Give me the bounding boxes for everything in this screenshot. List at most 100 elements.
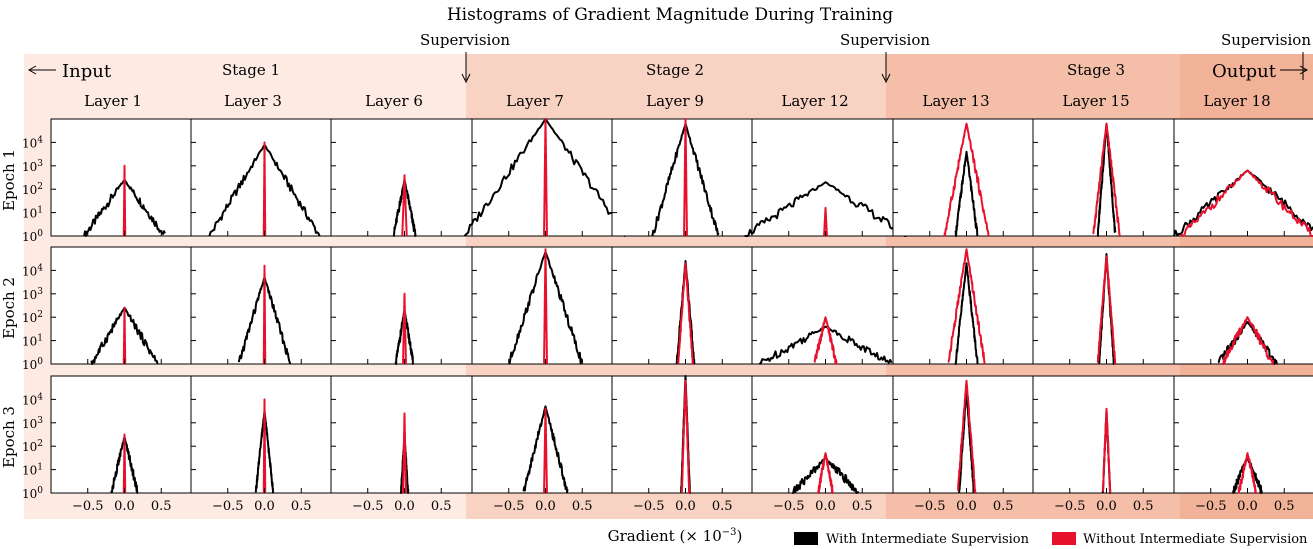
histogram-panel: [744, 118, 907, 237]
histogram-panel: 100 101 102 103 104: [22, 118, 199, 244]
series-line-without: [122, 164, 127, 236]
series-line-without: [1092, 122, 1121, 237]
y-tick-label: 100: [22, 357, 43, 372]
series-line-without: [947, 248, 986, 365]
layer-title: Layer 9: [646, 92, 704, 110]
series-line-without: [683, 118, 688, 237]
epoch-title: Epoch 3: [0, 406, 18, 468]
series-line-without: [1180, 169, 1313, 237]
y-tick-label: 104: [22, 263, 43, 278]
histogram-panel: [1032, 246, 1181, 365]
layer-title: Layer 13: [922, 92, 989, 110]
legend-swatch-with: [794, 532, 818, 545]
y-tick-label: 103: [22, 416, 43, 431]
histogram-panel: −0.5 0.0 0.5: [892, 375, 1041, 514]
series-line-without: [823, 206, 828, 237]
layer-title: Layer 1: [84, 92, 142, 110]
supervision-label-1: Supervision: [420, 31, 510, 49]
histogram-panel: [190, 246, 339, 365]
series-line-without: [1096, 255, 1117, 365]
x-axis-label-close: ): [737, 527, 743, 545]
series-line-without: [677, 262, 694, 365]
series-line-with: [1217, 320, 1278, 365]
y-tick-label: 103: [22, 159, 43, 174]
y-tick-label: 100: [22, 229, 43, 244]
histogram-panel: [892, 118, 1041, 237]
histogram-panel: [1173, 118, 1313, 237]
x-tick-label: 0.5: [151, 499, 172, 514]
series-line-with: [744, 181, 907, 237]
histogram-panel: [1173, 246, 1313, 365]
supervision-label-2: Supervision: [840, 31, 930, 49]
x-axis-label-exponent: −3: [722, 527, 737, 538]
y-tick-label: 104: [22, 135, 43, 150]
layer-title: Layer 12: [781, 92, 848, 110]
x-tick-label: −0.5: [773, 499, 805, 514]
y-tick-label: 104: [22, 392, 43, 407]
supervision-arrow-head-1: [461, 73, 471, 84]
y-tick-label: 100: [22, 486, 43, 501]
x-tick-label: 0.0: [535, 499, 556, 514]
series-line-with: [758, 325, 893, 365]
panel-frame: [1032, 118, 1181, 237]
x-tick-label: 0.0: [815, 499, 836, 514]
histogram-panel: 100 101 102 103 104: [22, 246, 199, 372]
series-line-without: [401, 174, 408, 236]
series-line-with: [522, 405, 569, 494]
x-tick-label: 0.0: [1237, 499, 1258, 514]
histogram-panel: −0.5 0.0 0.5: [611, 375, 760, 514]
histogram-panel: [611, 118, 760, 237]
series-line-without: [262, 398, 267, 493]
y-tick-label: 102: [22, 182, 43, 197]
y-tick-label: 102: [22, 439, 43, 454]
histogram-panel: −0.5 0.0 0.5: [330, 375, 479, 514]
x-tick-label: 0.5: [993, 499, 1014, 514]
series-line-without: [122, 433, 127, 493]
output-label: Output: [1212, 61, 1277, 82]
x-tick-label: 0.0: [956, 499, 977, 514]
panel-frame: [751, 246, 900, 365]
panel-frame: [892, 118, 1041, 237]
histogram-panels: 100 101 102 103 104 100 101 102 103 104 −0.5 0.0 0.5…: [22, 118, 1313, 514]
input-label: Input: [62, 61, 112, 82]
stage-1-label: Stage 1: [222, 61, 280, 79]
histogram-panel: [330, 118, 479, 237]
x-axis-label: Gradient (× 10−3): [608, 527, 743, 545]
series-line-with: [675, 260, 696, 365]
series-line-without: [402, 292, 407, 365]
x-tick-label: 0.5: [1274, 499, 1295, 514]
x-axis-label-main: Gradient (× 10: [608, 527, 722, 545]
output-arrow-head: [1299, 65, 1309, 75]
series-line-without: [813, 316, 838, 365]
histogram-panel: −0.5 0.0 0.5: [471, 375, 620, 514]
x-tick-label: 0.5: [1133, 499, 1154, 514]
series-line-without: [543, 407, 548, 494]
series-line-without: [956, 379, 977, 494]
stage-2-label: Stage 2: [646, 61, 704, 79]
panel-frame: [751, 375, 900, 494]
x-tick-label: −0.5: [493, 499, 525, 514]
series-line-without: [1101, 407, 1112, 494]
histogram-panel: [611, 246, 760, 365]
series-line-without: [262, 141, 267, 236]
x-tick-label: 0.5: [431, 499, 452, 514]
histogram-panel: −0.5 0.0 0.5 100 101 102 103 104: [22, 375, 199, 514]
histogram-panel: [190, 118, 339, 237]
histogram-panel: [463, 118, 628, 237]
panel-frame: [1173, 246, 1313, 365]
series-line-with: [954, 262, 979, 365]
supervision-arrow-head-2: [881, 73, 891, 84]
histogram-panel: −0.5 0.0 0.5: [190, 375, 339, 514]
layer-title: Layer 15: [1062, 92, 1129, 110]
figure-title: Histograms of Gradient Magnitude During …: [447, 5, 893, 25]
supervision-label-3: Supervision: [1221, 31, 1311, 49]
series-line-without: [680, 379, 691, 494]
histogram-panel: [751, 246, 900, 365]
stage-3-label: Stage 3: [1067, 61, 1125, 79]
histogram-panel: −0.5 0.0 0.5: [1032, 375, 1181, 514]
series-line-without: [262, 264, 267, 364]
x-tick-label: 0.5: [852, 499, 873, 514]
x-tick-label: 0.5: [291, 499, 312, 514]
x-tick-label: 0.0: [394, 499, 415, 514]
